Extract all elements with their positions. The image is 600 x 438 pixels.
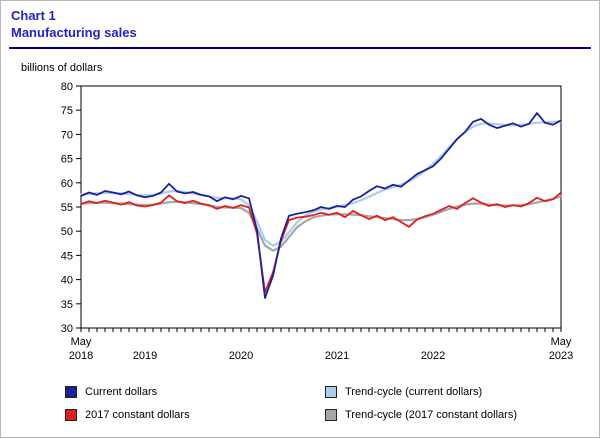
chart-canvas: 30 35 40 45 50 55 60 65 70 75 80 May 2018 2019 2020 202… [61, 81, 573, 362]
y-tick-label: 55 [61, 202, 73, 214]
legend-label-trend-current-dollars: Trend-cycle (current dollars) [345, 385, 483, 398]
y-tick-label: 80 [61, 81, 73, 93]
y-tick-label: 35 [61, 299, 73, 311]
x-tick-label-year: 2021 [325, 350, 349, 362]
legend-swatch-constant-dollars [65, 408, 77, 421]
chart-title: Manufacturing sales [11, 24, 137, 40]
y-tick-label: 75 [61, 105, 73, 117]
x-tick-label-year: 2018 [69, 350, 93, 362]
x-tick-label-year: 2023 [549, 350, 573, 362]
legend-label-current-dollars: Current dollars [85, 385, 158, 398]
y-tick-label: 40 [61, 274, 73, 286]
legend-swatch-trend-constant-dollars [325, 408, 337, 421]
chart-header: Chart 1 Manufacturing sales [1, 1, 599, 42]
header-rule [9, 46, 591, 49]
legend-label-trend-constant-dollars: Trend-cycle (2017 constant dollars) [345, 408, 518, 421]
chart-number: Chart 1 [11, 8, 56, 23]
x-tick-label-year: 2022 [421, 350, 445, 362]
y-tick-label: 60 [61, 178, 73, 190]
y-tick-label: 30 [61, 323, 73, 335]
y-tick-label: 45 [61, 250, 73, 262]
legend-item-trend-constant-dollars: Trend-cycle (2017 constant dollars) [325, 408, 599, 421]
y-tick-label: 50 [61, 226, 73, 238]
x-tick-label-month: May [551, 336, 572, 348]
legend-item-current-dollars: Current dollars [65, 385, 315, 398]
legend-swatch-trend-current-dollars [325, 385, 337, 398]
series-line-current-dollars [80, 111, 562, 299]
x-tick-label-month: May [71, 336, 92, 348]
legend-item-constant-dollars: 2017 constant dollars [65, 408, 315, 421]
x-tick-label-year: 2020 [229, 350, 253, 362]
legend-label-constant-dollars: 2017 constant dollars [85, 408, 190, 421]
series-line-trend-cycle-current-dollars [79, 119, 563, 247]
y-tick-label: 65 [61, 153, 73, 165]
y-axis-unit-label: billions of dollars [21, 61, 103, 74]
legend-swatch-current-dollars [65, 385, 77, 398]
legend-item-trend-current-dollars: Trend-cycle (current dollars) [325, 385, 599, 398]
y-tick-label: 70 [61, 129, 73, 141]
x-tick-label-year: 2019 [133, 350, 157, 362]
series-line-trend-cycle-2017-constant-dollars [79, 195, 563, 252]
chart-legend: Current dollars Trend-cycle (current dol… [65, 385, 599, 421]
series-line-2017-constant-dollars [80, 191, 562, 293]
